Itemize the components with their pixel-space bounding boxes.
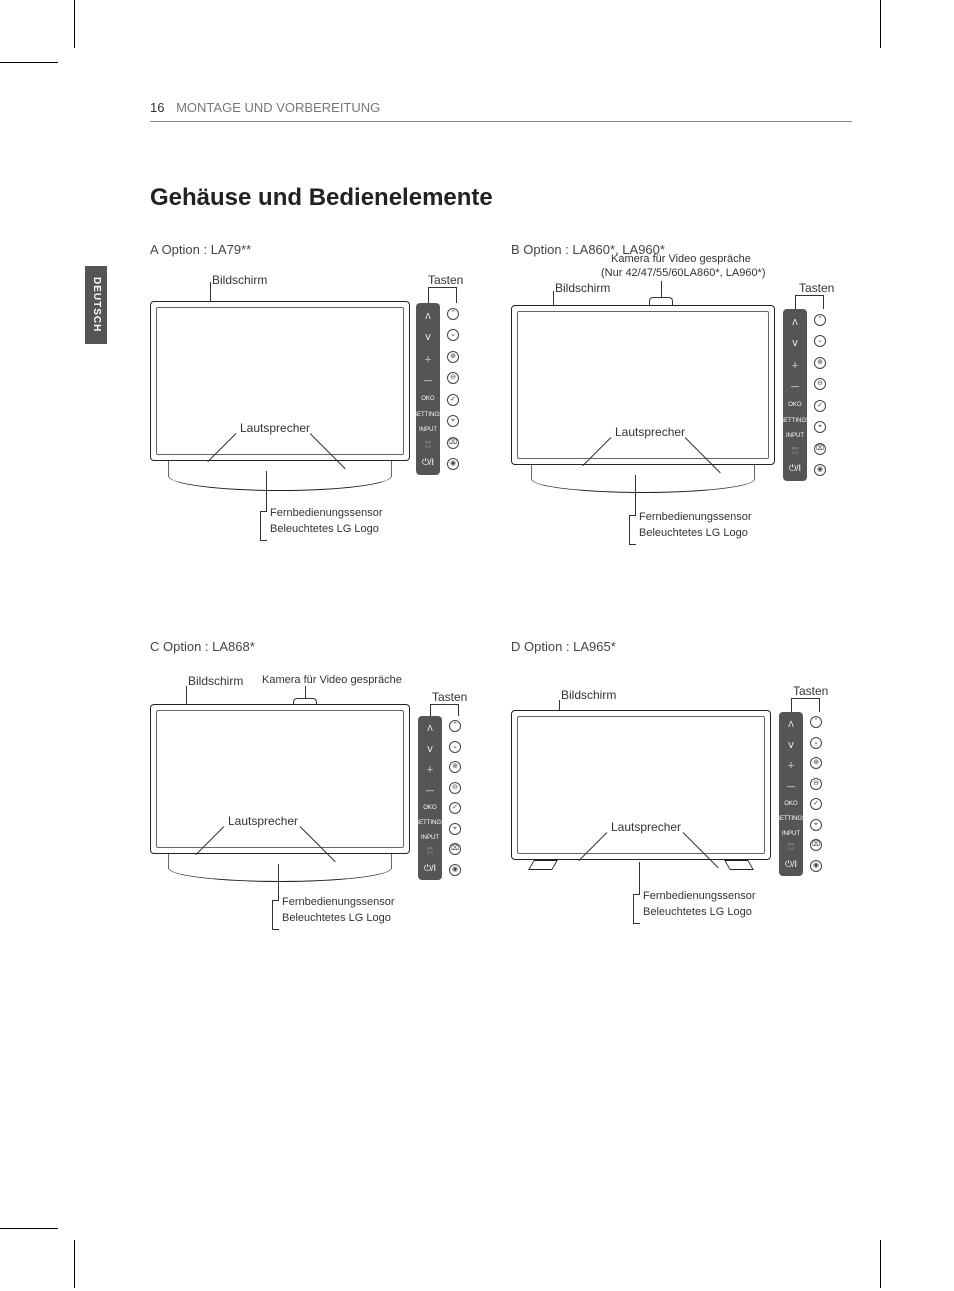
page-number: 16: [150, 100, 164, 115]
speaker-label: Lautsprecher: [240, 421, 310, 435]
button-strip: ꓥ ꓦ ＋ — OK⭘ SETTINGS INPUT ⿴ ⏻/I: [783, 309, 807, 481]
button-strip: ꓥ ꓦ ＋ — OK⭘ SETTINGS INPUT ⿴ ⏻/I: [418, 716, 442, 880]
screen-label: Bildschirm: [212, 273, 267, 287]
btn-input-icon: ⿴: [425, 442, 431, 450]
remote-sensor-label: Fernbedienungssensor: [643, 890, 756, 902]
logo-label: Beleuchtetes LG Logo: [639, 527, 748, 539]
ic-settings-icon: ⌖: [447, 415, 459, 427]
option-c-block: C Option : LA868* Bildschirm Kamera für …: [150, 639, 491, 964]
logo-label: Beleuchtetes LG Logo: [643, 906, 752, 918]
ic-plus-icon: ⊕: [447, 351, 459, 363]
buttons-label: Tasten: [432, 690, 467, 704]
page-header: 16 MONTAGE UND VORBEREITUNG: [150, 100, 852, 122]
btn-settings: SETTINGS: [413, 411, 443, 419]
page-heading: Gehäuse und Bedienelemente: [150, 184, 852, 212]
speaker-label: Lautsprecher: [611, 820, 681, 834]
option-b-block: B Option : LA860*, LA960* Kamera für Vid…: [511, 242, 852, 583]
icon-column: ⌃ ⌄ ⊕ ⊖ ✓ ⌖ ⌧ ◉: [446, 716, 464, 880]
screen-label: Bildschirm: [561, 688, 616, 702]
buttons-label: Tasten: [793, 684, 828, 698]
ic-minus-icon: ⊖: [447, 372, 459, 384]
option-d-block: D Option : LA965* Bildschirm Tasten Laut…: [511, 639, 852, 964]
speaker-label: Lautsprecher: [615, 425, 685, 439]
camera-note-label: Kamera für Video gespräche: [262, 674, 402, 686]
option-d-diagram: Bildschirm Tasten Lautsprecher ꓥ ꓦ: [511, 674, 851, 964]
btn-power-icon: ⏻/I: [422, 457, 434, 468]
screen-label: Bildschirm: [188, 674, 243, 688]
section-title: MONTAGE UND VORBEREITUNG: [176, 100, 380, 115]
option-b-diagram: Kamera für Video gespräche (Nur 42/47/55…: [511, 273, 851, 583]
btn-down-icon: ꓦ: [425, 331, 430, 345]
icon-column: ⌃ ⌄ ⊕ ⊖ ✓ ⌖ ⌧ ◉: [811, 309, 829, 481]
btn-plus-icon: ＋: [424, 353, 432, 367]
button-strip: ꓥ ꓦ ＋ — OK⭘ SETTINGS INPUT ⿴ ⏻/I: [416, 303, 440, 475]
ic-up-icon: ⌃: [447, 308, 459, 320]
icon-column: ⌃ ⌄ ⊕ ⊖ ✓ ⌖ ⌧ ◉: [807, 712, 825, 876]
speaker-label: Lautsprecher: [228, 814, 298, 828]
btn-minus-icon: —: [424, 374, 432, 388]
ic-input-icon: ⌧: [447, 437, 459, 449]
option-c-title: C Option : LA868*: [150, 639, 491, 654]
button-strip: ꓥ ꓦ ＋ — OK⭘ SETTINGS INPUT ⿴ ⏻/I: [779, 712, 803, 876]
camera-note-label: Kamera für Video gespräche: [611, 253, 751, 265]
screen-label: Bildschirm: [555, 281, 610, 295]
option-a-block: A Option : LA79** Bildschirm Tasten Laut…: [150, 242, 491, 583]
remote-sensor-label: Fernbedienungssensor: [639, 511, 752, 523]
option-d-title: D Option : LA965*: [511, 639, 852, 654]
btn-input: INPUT: [419, 426, 437, 434]
buttons-label: Tasten: [428, 273, 463, 287]
btn-ok: OK⭘: [421, 395, 434, 403]
ic-ok-icon: ✓: [447, 394, 459, 406]
page-content: 16 MONTAGE UND VORBEREITUNG Gehäuse und …: [74, 62, 880, 1228]
ic-down-icon: ⌄: [447, 329, 459, 341]
icon-column: ⌃ ⌄ ⊕ ⊖ ✓ ⌖ ⌧ ◉: [444, 303, 462, 475]
buttons-label: Tasten: [799, 281, 834, 295]
remote-sensor-label: Fernbedienungssensor: [282, 896, 395, 908]
option-c-diagram: Bildschirm Kamera für Video gespräche Ta…: [150, 674, 490, 964]
btn-up-icon: ꓥ: [425, 310, 430, 324]
remote-sensor-label: Fernbedienungssensor: [270, 507, 383, 519]
option-a-diagram: Bildschirm Tasten Lautsprecher ꓥ: [150, 273, 490, 583]
camera-note2-label: (Nur 42/47/55/60LA860*, LA960*): [601, 267, 766, 279]
ic-power-icon: ◉: [447, 458, 459, 470]
option-a-title: A Option : LA79**: [150, 242, 491, 257]
logo-label: Beleuchtetes LG Logo: [282, 912, 391, 924]
logo-label: Beleuchtetes LG Logo: [270, 523, 379, 535]
